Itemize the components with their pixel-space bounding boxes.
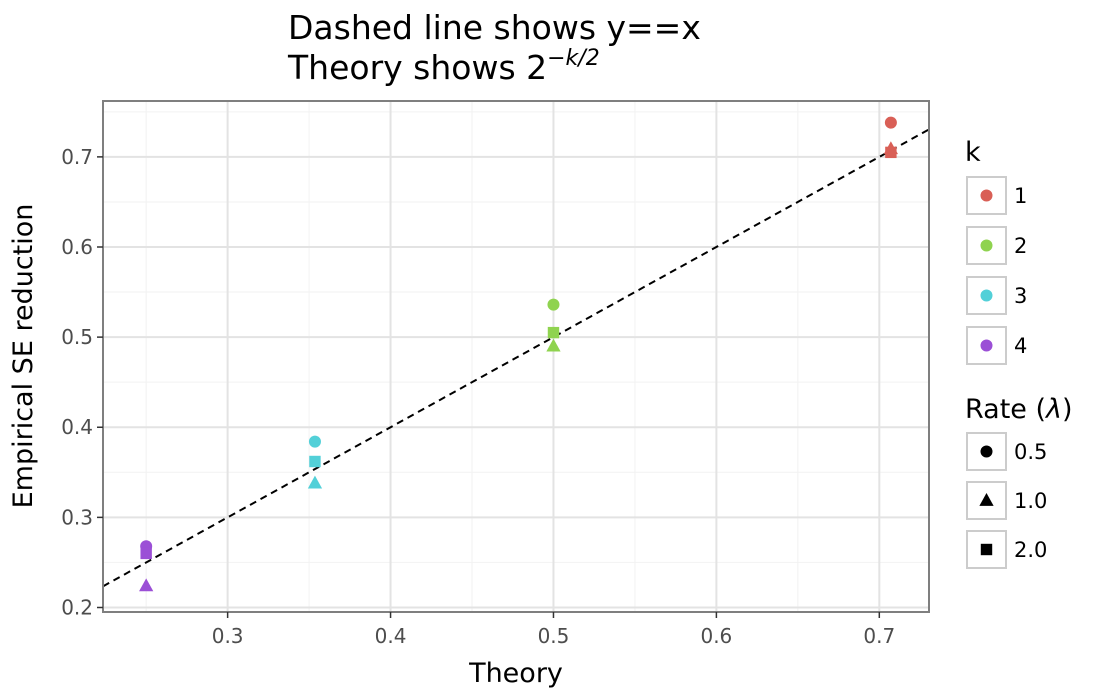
data-points	[139, 116, 899, 592]
x-tick-label: 0.4	[375, 624, 407, 648]
legend-k-label: 2	[1014, 234, 1027, 258]
legend-k-label: 1	[1014, 184, 1027, 208]
data-point-k3-rate-2.0	[309, 455, 321, 468]
legend-rate-marker	[980, 543, 993, 556]
data-point-k4-rate-1.0	[139, 578, 154, 592]
x-tick-label: 0.7	[863, 624, 895, 648]
y-tick-label: 0.7	[61, 145, 93, 169]
y-tick-label: 0.3	[61, 505, 93, 529]
legend-rate-key	[966, 530, 1007, 569]
data-point-k3-rate-1.0	[307, 475, 323, 489]
data-point-k2-rate-0.5	[547, 298, 560, 311]
data-point-k3-rate-0.5	[308, 435, 321, 448]
legend-rate-title-symbol: λ	[1044, 394, 1062, 425]
x-tick-label: 0.5	[538, 624, 570, 648]
legend-k-marker	[980, 239, 993, 252]
legend-rate-title-prefix: Rate (	[965, 394, 1046, 425]
y-tick-label: 0.4	[61, 415, 93, 439]
y-tick-label: 0.2	[61, 595, 93, 619]
x-axis: 0.3 0.4 0.5 0.6 0.7	[212, 612, 895, 648]
data-point-k4-rate-2.0	[140, 547, 152, 560]
y-axis-title: Empirical SE reduction	[8, 204, 39, 509]
chart-title-line2-base: Theory shows 2	[287, 48, 547, 87]
legend-rate-title-suffix: )	[1062, 394, 1073, 425]
plot-panel-border	[102, 100, 930, 613]
data-point-k1-rate-2.0	[885, 146, 897, 159]
legend-rate-marker	[979, 493, 994, 506]
minor-gridlines	[103, 101, 929, 612]
legend-rate-key	[966, 432, 1007, 471]
data-point-k1-rate-0.5	[884, 116, 897, 129]
y-tick-label: 0.6	[61, 235, 93, 259]
legend-rate: Rate (λ) 0.5 1.0 2.0	[965, 394, 1073, 569]
legend-rate-key	[966, 481, 1007, 520]
legend-rate-label: 0.5	[1014, 440, 1047, 464]
data-point-k2-rate-1.0	[546, 338, 561, 352]
chart-title-line1: Dashed line shows y==x	[288, 8, 701, 47]
x-axis-title: Theory	[468, 658, 563, 689]
x-tick-label: 0.3	[212, 624, 244, 648]
data-point-k2-rate-2.0	[547, 326, 560, 339]
legend-k-label: 3	[1014, 284, 1027, 308]
legend-k-marker	[980, 189, 993, 202]
legend-rate-marker	[980, 445, 993, 458]
x-tick-label: 0.6	[700, 624, 732, 648]
reference-line-y-equals-x	[102, 128, 930, 588]
major-gridlines	[103, 101, 929, 612]
y-axis: 0.2 0.3 0.4 0.5 0.6 0.7	[61, 145, 103, 619]
chart-title-line2: Theory shows 2−k/2	[287, 46, 600, 87]
legend-k-marker	[980, 339, 993, 352]
legend-k-marker	[980, 289, 993, 302]
legend-rate-title: Rate (λ)	[965, 394, 1073, 425]
legend-rate-label: 2.0	[1014, 538, 1047, 562]
chart-title-line2-exponent: −k/2	[547, 46, 600, 71]
legend-rate-label: 1.0	[1014, 489, 1047, 513]
reference-line-group	[102, 128, 930, 588]
legend-k: k 1 2 3 4	[965, 137, 1027, 365]
y-tick-label: 0.5	[61, 325, 93, 349]
legend-k-title: k	[965, 137, 981, 168]
legend-k-label: 4	[1014, 334, 1027, 358]
